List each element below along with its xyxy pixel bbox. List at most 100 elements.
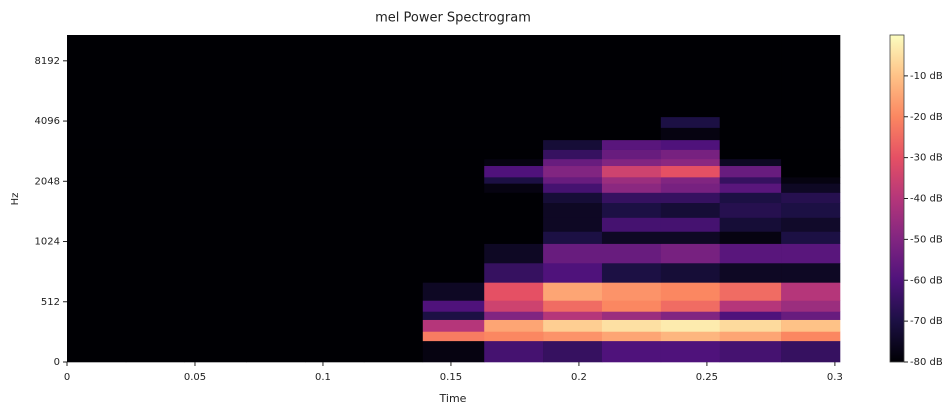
heatmap-cell (660, 139, 720, 150)
heatmap-cell (484, 243, 544, 264)
heatmap-cell (543, 282, 603, 301)
heatmap-cell (184, 139, 247, 150)
heatmap-cell (363, 183, 424, 193)
heatmap-cell (660, 177, 720, 184)
heatmap-cell (184, 331, 247, 342)
heatmap-cell (484, 202, 544, 218)
heatmap-cell (305, 231, 365, 244)
heatmap-cell (184, 149, 247, 160)
heatmap-cell (125, 217, 186, 232)
heatmap-cell (67, 331, 127, 342)
x-tick-label: 0.25 (696, 372, 718, 383)
heatmap-cell (601, 192, 662, 204)
heatmap-cell (781, 231, 841, 244)
heatmap-cell (781, 262, 841, 283)
heatmap-cell (422, 158, 485, 167)
heatmap-cell (305, 35, 365, 118)
heatmap-cell (363, 340, 424, 363)
heatmap-cell (246, 35, 306, 118)
heatmap-cell (67, 231, 127, 244)
heatmap-cell (660, 158, 720, 167)
heatmap-cell (660, 340, 720, 363)
heatmap-cell (484, 35, 544, 118)
heatmap-cell (422, 300, 485, 312)
heatmap-cell (184, 35, 247, 118)
heatmap-cell (184, 262, 247, 283)
heatmap-cell (184, 311, 247, 320)
heatmap-cell (125, 158, 186, 167)
heatmap-cell (543, 202, 603, 218)
heatmap-cell (781, 340, 841, 363)
heatmap-cell (543, 139, 603, 150)
heatmap-cell (484, 192, 544, 204)
heatmap-cell (184, 177, 247, 184)
heatmap-cell (422, 331, 485, 342)
heatmap-cell (719, 340, 782, 363)
heatmap-cell (601, 319, 662, 332)
heatmap-cell (125, 183, 186, 193)
heatmap-cell (719, 158, 782, 167)
heatmap-cell (601, 231, 662, 244)
heatmap-cell (246, 177, 306, 184)
heatmap-cell (67, 127, 127, 141)
heatmap-cell (305, 262, 365, 283)
heatmap-cell (184, 340, 247, 363)
heatmap-cell (305, 177, 365, 184)
heatmap-cell (781, 192, 841, 204)
heatmap-cell (184, 319, 247, 332)
heatmap-cell (363, 202, 424, 218)
heatmap-cell (543, 116, 603, 128)
heatmap-cell (660, 331, 720, 342)
heatmap-cell (543, 183, 603, 193)
heatmap-cell (246, 311, 306, 320)
heatmap-cell (363, 217, 424, 232)
heatmap-cell (305, 149, 365, 160)
heatmap-cell (719, 311, 782, 320)
heatmap-cell (305, 183, 365, 193)
heatmap-cell (67, 177, 127, 184)
heatmap-cell (601, 35, 662, 118)
heatmap-cell (363, 311, 424, 320)
heatmap-cell (67, 116, 127, 128)
heatmap-cell (67, 217, 127, 232)
colorbar-tick-label: -70 dB (910, 316, 943, 327)
heatmap-cell (422, 127, 485, 141)
heatmap-cell (125, 282, 186, 301)
heatmap-cell (719, 35, 782, 118)
heatmap-cell (601, 139, 662, 150)
heatmap-cell (125, 243, 186, 264)
heatmap-cell (601, 127, 662, 141)
heatmap-cell (363, 243, 424, 264)
heatmap-cell (125, 165, 186, 178)
heatmap-cell (67, 340, 127, 363)
heatmap-cell (305, 340, 365, 363)
heatmap-cell (543, 231, 603, 244)
heatmap-cell (305, 158, 365, 167)
heatmap-cell (363, 139, 424, 150)
heatmap-cell (246, 319, 306, 332)
heatmap-cell (246, 331, 306, 342)
heatmap-cell (422, 231, 485, 244)
heatmap-cell (543, 177, 603, 184)
heatmap-cell (67, 165, 127, 178)
x-axis-label: Time (439, 392, 467, 405)
heatmap-cell (363, 192, 424, 204)
heatmap-cell (246, 116, 306, 128)
heatmap-cell (543, 158, 603, 167)
heatmap-cell (305, 217, 365, 232)
heatmap-cell (543, 319, 603, 332)
heatmap-cell (484, 319, 544, 332)
x-tick-label: 0.05 (184, 372, 206, 383)
heatmap-cell (719, 331, 782, 342)
heatmap-cell (484, 177, 544, 184)
y-tick-label: 1024 (35, 237, 60, 248)
heatmap-cell (601, 300, 662, 312)
colorbar-tick-label: -60 dB (910, 275, 943, 286)
heatmap-cell (184, 282, 247, 301)
heatmap-cell (601, 183, 662, 193)
heatmap-cell (781, 183, 841, 193)
heatmap-cell (781, 127, 841, 141)
heatmap-cell (484, 282, 544, 301)
heatmap-cell (363, 319, 424, 332)
heatmap-cell (422, 192, 485, 204)
